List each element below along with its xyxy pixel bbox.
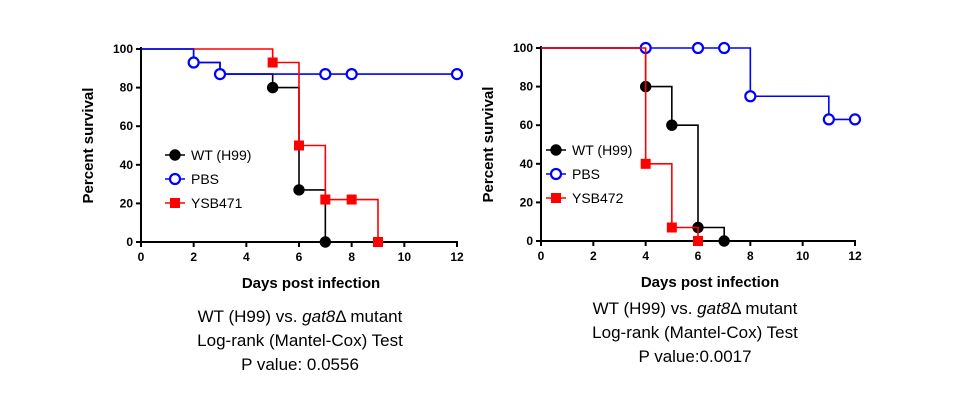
series-line xyxy=(541,47,699,241)
series-2 xyxy=(541,41,862,126)
caption-gene-name: gat8 xyxy=(697,299,731,318)
legend-label: PBS xyxy=(191,171,219,187)
data-point xyxy=(319,67,332,81)
y-tick-label: 80 xyxy=(520,80,534,94)
data-point xyxy=(693,236,703,246)
caption-line-2: Log-rank (Mantel-Cox) Test xyxy=(197,331,403,350)
legend-marker xyxy=(168,172,182,186)
caption-prefix: WT (H99) vs. xyxy=(593,299,698,318)
data-point xyxy=(718,41,731,55)
x-tick-label: 8 xyxy=(747,249,754,263)
legend-marker xyxy=(170,198,180,208)
y-tick-label: 0 xyxy=(526,234,533,248)
data-point xyxy=(848,113,862,126)
x-axis-label: Days post infection xyxy=(242,275,380,292)
legend-label: YSB472 xyxy=(572,190,624,206)
x-tick-label: 6 xyxy=(296,250,303,264)
data-point xyxy=(346,194,357,205)
y-tick-label: 20 xyxy=(120,196,134,210)
x-tick-label: 2 xyxy=(190,250,197,264)
data-point xyxy=(320,194,331,205)
data-point xyxy=(294,140,304,151)
series-3 xyxy=(541,47,703,246)
legend-item: PBS xyxy=(165,171,219,187)
series-1 xyxy=(541,47,730,247)
x-tick-label: 10 xyxy=(398,250,412,264)
legend-label: PBS xyxy=(572,166,600,182)
legend-marker xyxy=(549,167,563,181)
x-tick-label: 4 xyxy=(642,249,649,263)
series-3 xyxy=(193,48,383,247)
caption-line-1: WT (H99) vs. gat8Δ mutant xyxy=(198,307,403,326)
data-point xyxy=(267,57,278,68)
data-point xyxy=(266,81,279,94)
series-2 xyxy=(141,48,464,81)
chart-1: 0 2 4 6 8 10 12 0 20 40 60 80 100 Days post infection… xyxy=(80,42,464,374)
series-line xyxy=(541,47,855,121)
series-line xyxy=(541,47,725,241)
y-tick-label: 100 xyxy=(113,42,133,56)
y-tick-label: 100 xyxy=(513,41,533,55)
caption-p-value: P value: 0.0556 xyxy=(241,355,359,374)
data-point xyxy=(744,90,757,103)
series-line xyxy=(141,48,457,75)
caption-line-2: Log-rank (Mantel-Cox) Test xyxy=(592,323,798,342)
caption-prefix: WT (H99) vs. xyxy=(198,307,303,326)
legend-item: WT (H99) xyxy=(546,142,632,158)
data-point xyxy=(319,236,332,248)
legend-label: WT (H99) xyxy=(191,147,251,163)
legend-item: PBS xyxy=(546,166,600,182)
x-tick-label: 4 xyxy=(243,250,250,264)
data-point xyxy=(187,56,200,69)
legend-marker xyxy=(550,144,562,156)
y-axis-label: Percent survival xyxy=(80,88,97,204)
x-axis-label: Days post infection xyxy=(641,274,779,291)
data-point xyxy=(373,237,383,247)
legend-marker xyxy=(551,193,561,203)
data-point xyxy=(822,113,835,126)
legend-item: YSB471 xyxy=(165,195,243,211)
legend-marker xyxy=(169,149,181,161)
x-tick-label: 6 xyxy=(695,249,702,263)
data-point xyxy=(666,119,678,131)
data-point xyxy=(718,235,730,247)
data-point xyxy=(213,67,227,81)
caption-p-value: P value:0.0017 xyxy=(638,347,751,366)
chart-2: 0 2 4 6 8 10 12 0 20 40 60 80 100 Days post infection… xyxy=(480,41,862,366)
data-point xyxy=(691,41,705,55)
x-tick-label: 12 xyxy=(450,250,464,264)
data-point xyxy=(345,67,358,81)
x-tick-label: 0 xyxy=(538,249,545,263)
y-tick-label: 40 xyxy=(520,157,534,171)
caption-suffix: Δ mutant xyxy=(730,299,797,318)
legend-label: WT (H99) xyxy=(572,142,632,158)
legend: WT (H99) PBS YSB472 xyxy=(546,142,632,206)
legend-item: WT (H99) xyxy=(165,147,251,163)
legend-item: YSB472 xyxy=(546,190,624,206)
caption-suffix: Δ mutant xyxy=(335,307,402,326)
data-point xyxy=(293,184,305,196)
legend-label: YSB471 xyxy=(191,195,243,211)
x-tick-label: 0 xyxy=(138,250,145,264)
caption-gene-name: gat8 xyxy=(302,307,336,326)
y-tick-label: 80 xyxy=(120,81,134,95)
y-tick-label: 20 xyxy=(520,195,534,209)
data-point xyxy=(640,158,651,169)
data-point xyxy=(666,222,677,233)
y-tick-label: 60 xyxy=(520,118,534,132)
caption-line-1: WT (H99) vs. gat8Δ mutant xyxy=(593,299,798,318)
x-tick-label: 12 xyxy=(848,249,862,263)
x-tick-label: 8 xyxy=(348,250,355,264)
y-tick-label: 60 xyxy=(120,119,134,133)
data-point xyxy=(450,67,464,81)
legend: WT (H99) PBS YSB471 xyxy=(165,147,251,211)
x-tick-label: 10 xyxy=(796,249,810,263)
y-tick-label: 0 xyxy=(126,235,133,249)
y-axis-label: Percent survival xyxy=(480,87,497,203)
y-tick-label: 40 xyxy=(120,158,134,172)
x-tick-label: 2 xyxy=(590,249,597,263)
